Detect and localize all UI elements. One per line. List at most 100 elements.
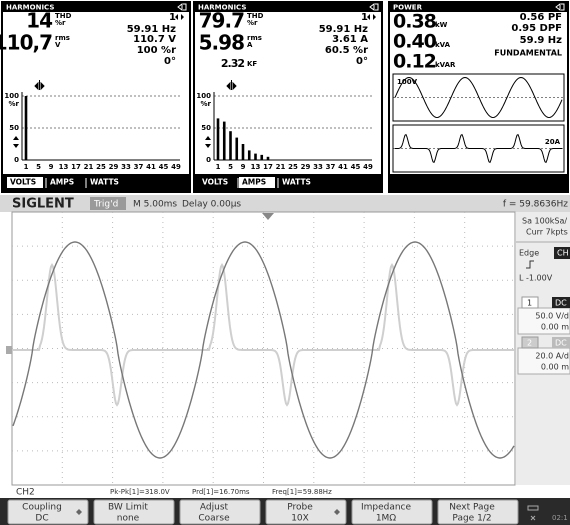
- readout-unit: kVA: [435, 41, 451, 49]
- delay: Delay 0.00µs: [182, 200, 241, 210]
- channel-offset: 0.00 m: [541, 363, 569, 372]
- tab: VOLTS: [202, 178, 228, 187]
- readout-unit: kVAR: [435, 61, 456, 69]
- x-tick-label: 25: [288, 163, 298, 171]
- readout-right: 100 %r: [137, 45, 176, 56]
- x-tick-label: 29: [301, 163, 311, 171]
- readout-value: 2.32: [221, 57, 244, 70]
- readout-unit: kW: [435, 21, 448, 29]
- x-tick-label: 9: [49, 163, 54, 171]
- readout-right: 110.7 V: [133, 34, 176, 45]
- active-channel: CH2: [16, 488, 35, 498]
- channel-coupling: DC: [555, 299, 567, 308]
- x-tick-label: 1: [216, 163, 221, 171]
- harmonic-bar: [25, 96, 28, 160]
- readout-unit: V: [55, 41, 61, 49]
- clock: 02:1: [552, 514, 568, 522]
- readout-right: 60.5 %r: [325, 45, 368, 56]
- scope-header: [0, 195, 570, 212]
- readout-right: 1: [361, 12, 368, 23]
- tab: WATTS: [282, 178, 311, 187]
- readout-right: 0°: [356, 56, 368, 67]
- x-tick-label: 49: [171, 163, 181, 171]
- trigger-source: CH: [557, 249, 569, 258]
- x-tick-label: 45: [159, 163, 169, 171]
- timebase: M 5.00ms: [133, 200, 177, 210]
- screenshot: HARMONICS14THD%r110,7rmsV159.91 Hz110.7 …: [0, 0, 570, 525]
- x-tick-label: 25: [96, 163, 106, 171]
- x-tick-label: 41: [146, 163, 156, 171]
- readout-unit: A: [247, 41, 253, 49]
- readout-right: 0.95 DPF: [511, 23, 562, 34]
- menu-title: BW Limit: [108, 503, 148, 513]
- x-tick-label: 5: [36, 163, 41, 171]
- menu-value: 10X: [291, 514, 309, 524]
- x-tick-label: 41: [338, 163, 348, 171]
- x-tick-label: 21: [276, 163, 286, 171]
- trigger-type: Edge: [519, 249, 539, 258]
- readout-right: 59.9 Hz: [520, 35, 563, 46]
- channel-marker: [6, 346, 12, 354]
- readout-right: 0°: [164, 56, 176, 67]
- x-tick-label: 33: [313, 163, 323, 171]
- menu-title: Adjust: [200, 503, 229, 513]
- y-tick-label: 50: [9, 124, 19, 132]
- channel-number: 2: [527, 339, 532, 348]
- y-axis-label: %r: [9, 100, 20, 108]
- menu-title: Next Page: [449, 503, 495, 513]
- x-tick-label: 5: [228, 163, 233, 171]
- readout-value: 0.12: [393, 51, 436, 73]
- tab: VOLTS: [10, 178, 36, 187]
- readout-value: 110,7: [0, 31, 52, 55]
- x-tick-label: 17: [263, 163, 273, 171]
- y-axis-label: %r: [201, 100, 212, 108]
- readout-value: 5.98: [199, 31, 244, 55]
- readout-unit: %r: [247, 19, 258, 27]
- x-tick-label: 13: [251, 163, 261, 171]
- readout-value: 0.40: [393, 31, 437, 53]
- y-tick-label: 0: [206, 156, 211, 164]
- harmonic-bar: [229, 131, 232, 160]
- tab: AMPS: [242, 178, 266, 187]
- trigger-level: L -1.00V: [519, 274, 553, 283]
- y-tick-label: 100: [196, 92, 211, 100]
- x-tick-label: 1: [24, 163, 29, 171]
- channel-offset: 0.00 m: [541, 323, 569, 332]
- menu-title: Coupling: [22, 503, 62, 513]
- wave-label: 100V: [397, 78, 418, 86]
- x-tick-label: 29: [109, 163, 119, 171]
- x-tick-label: 33: [121, 163, 131, 171]
- x-tick-label: 13: [59, 163, 69, 171]
- brand: SIGLENT: [12, 197, 74, 212]
- tab: WATTS: [90, 178, 119, 187]
- channel-scale: 50.0 V/d: [535, 312, 569, 321]
- x-tick-label: 37: [326, 163, 336, 171]
- readout-value: 14: [26, 9, 52, 33]
- harmonic-bar: [248, 150, 251, 160]
- points: Curr 7kpts: [526, 228, 568, 237]
- readout-right: 0.56 PF: [520, 12, 562, 23]
- readout-right: FUNDAMENTAL: [494, 49, 562, 58]
- readout-value: 0.38: [393, 11, 437, 33]
- x-tick-label: 37: [134, 163, 144, 171]
- wave-label: 20A: [545, 138, 561, 146]
- y-tick-label: 100: [4, 92, 19, 100]
- x-tick-label: 49: [363, 163, 373, 171]
- x-tick-label: 45: [351, 163, 361, 171]
- x-tick-label: 21: [84, 163, 94, 171]
- readout-value: 79.7: [199, 9, 244, 33]
- readout-unit: %r: [55, 19, 66, 27]
- menu-title: Probe: [287, 503, 313, 513]
- readout-right: 1: [169, 12, 176, 23]
- readout-right: 3.61 A: [332, 34, 368, 45]
- x-tick-label: 9: [241, 163, 246, 171]
- trigger-status: Trig'd: [93, 200, 118, 210]
- harmonic-bar: [242, 144, 245, 160]
- sample-rate: Sa 100kSa/: [522, 217, 567, 226]
- menu-value: DC: [35, 514, 48, 524]
- harmonic-bar: [254, 154, 257, 160]
- tab: AMPS: [50, 178, 74, 187]
- menu-title: Impedance: [361, 503, 412, 513]
- readout-unit: KF: [247, 60, 257, 68]
- channel-number: 1: [527, 299, 532, 308]
